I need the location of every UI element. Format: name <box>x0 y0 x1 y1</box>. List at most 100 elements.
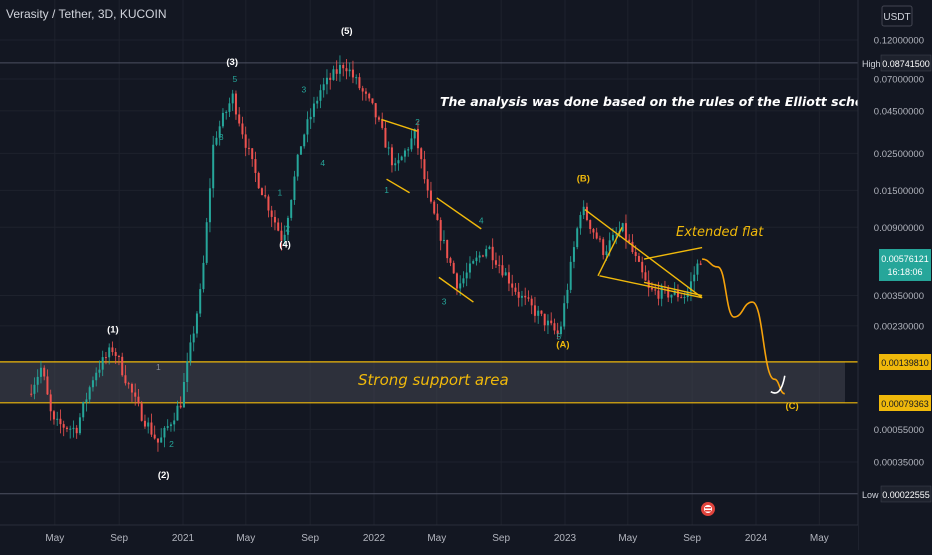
candle-body <box>520 295 523 298</box>
wave-label: 4 <box>320 158 325 168</box>
candle-body <box>124 375 127 384</box>
support-zone <box>0 361 880 404</box>
candle-body <box>420 148 423 160</box>
wave-label: 3 <box>302 85 307 95</box>
candle-body <box>478 255 481 258</box>
candle-body <box>30 393 33 395</box>
candle-body <box>218 126 221 138</box>
candle-body <box>127 383 130 385</box>
candle-body <box>283 234 286 241</box>
candle-body <box>377 117 380 120</box>
candle-body <box>134 392 137 397</box>
y-tick-label: 0.04500000 <box>874 106 924 117</box>
support-lower-value: 0.00079363 <box>881 399 929 409</box>
candle-body <box>62 424 65 428</box>
wave-label: 1 <box>156 362 161 372</box>
y-tick-label: 0.01500000 <box>874 186 924 197</box>
time-axis[interactable]: May Sep 2021 May Sep 2022 May Sep 2023 May Sep 2024… <box>0 524 858 550</box>
candle-body <box>368 93 371 99</box>
wave-label: (2) <box>158 470 170 481</box>
candle-body <box>299 146 302 155</box>
candle-body <box>101 357 104 370</box>
candle-body <box>676 290 679 298</box>
x-tick-label: May <box>427 533 446 544</box>
candle-body <box>387 147 390 149</box>
candle-body <box>598 238 601 240</box>
candle-body <box>277 222 280 231</box>
candle-body <box>644 272 647 281</box>
candle-body <box>153 434 156 439</box>
candle-body <box>108 347 111 358</box>
candle-body <box>611 235 614 241</box>
candle-body <box>355 77 358 79</box>
triangle-line <box>584 208 703 299</box>
candle-body <box>182 382 185 408</box>
candle-body <box>345 68 348 72</box>
low-value: 0.00022555 <box>882 490 930 500</box>
candle-body <box>173 420 176 425</box>
last-price-value: 0.00576121 <box>881 254 929 264</box>
high-value: 0.08741500 <box>882 59 930 69</box>
candle-body <box>52 411 55 420</box>
candle-body <box>394 163 397 166</box>
low-tag: Low 0.00022555 <box>860 485 932 503</box>
currency-button[interactable] <box>881 5 913 27</box>
candle-body <box>234 93 237 115</box>
candle-body <box>559 326 562 335</box>
candle-body <box>176 405 179 421</box>
candle-body <box>654 289 657 291</box>
candle-body <box>286 217 289 235</box>
y-tick-label: 0.00035000 <box>874 458 924 469</box>
candle-body <box>436 213 439 221</box>
candle-body <box>527 297 530 299</box>
wave-label: 2 <box>285 223 290 233</box>
candle-body <box>579 215 582 229</box>
projection-path <box>702 258 786 395</box>
candle-body <box>566 289 569 304</box>
candle-body <box>462 278 465 284</box>
wave-label: (B) <box>577 173 590 184</box>
candle-body <box>260 188 263 196</box>
candle-body <box>371 98 374 104</box>
candle-body <box>205 222 208 263</box>
candle-body <box>429 190 432 202</box>
candle-body <box>231 93 234 104</box>
event-marker[interactable] <box>701 502 715 516</box>
candle-body <box>501 265 504 276</box>
candle-body <box>491 246 494 261</box>
candle-body <box>468 263 471 273</box>
x-tick-label: May <box>236 533 255 544</box>
candle-body <box>88 387 91 400</box>
candle-body <box>621 223 624 232</box>
candle-body <box>169 424 172 427</box>
candle-body <box>608 240 611 252</box>
candle-body <box>397 160 400 164</box>
candle-body <box>46 376 49 395</box>
support-upper-tag: 0.00139810 <box>879 354 931 370</box>
candle-body <box>202 262 205 290</box>
candle-body <box>589 220 592 229</box>
candle-body <box>160 437 163 443</box>
candle-body <box>189 342 192 362</box>
candle-body <box>689 281 692 292</box>
candle-body <box>147 422 150 427</box>
candle-body <box>111 347 114 353</box>
candle-body <box>585 206 588 221</box>
candle-body <box>374 103 377 118</box>
candle-body <box>91 380 94 388</box>
candle-body <box>634 252 637 257</box>
candle-body <box>426 179 429 191</box>
candle-body <box>576 228 579 248</box>
grid-lines <box>0 0 858 525</box>
x-tick-label: Sep <box>683 533 701 544</box>
y-tick-labels: 0.12000000 0.07000000 0.04500000 0.02500000… <box>874 36 924 469</box>
candle-body <box>179 405 182 408</box>
candle-body <box>416 128 419 149</box>
candle-body <box>85 399 88 403</box>
candle-body <box>36 376 39 385</box>
candle-body <box>572 247 575 262</box>
candle-body <box>43 367 46 377</box>
candle-body <box>569 261 572 290</box>
